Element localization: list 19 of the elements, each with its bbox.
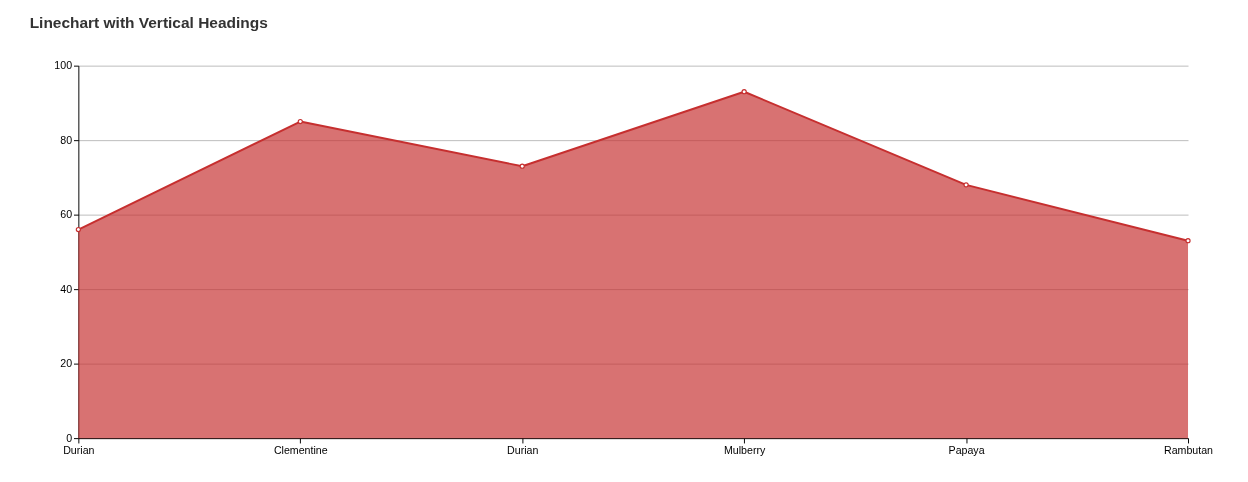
x-tick-label: Rambutan (1163, 444, 1214, 457)
point (1185, 238, 1191, 244)
x-tick-label: Durian (63, 444, 95, 457)
x-tick-label: Papaya (948, 444, 985, 457)
chart-title: Linechart with Vertical Headings (29, 13, 268, 31)
x-tick-label: Clementine (273, 444, 328, 457)
point (519, 163, 525, 169)
x-tick-label: Mulberry (723, 444, 766, 457)
y-tick-label: 0 (66, 431, 73, 444)
point (297, 118, 303, 125)
y-tick-label: 80 (60, 133, 73, 146)
point (741, 89, 747, 95)
point (75, 226, 81, 233)
point (963, 182, 969, 188)
y-tick-label: 20 (60, 357, 73, 370)
y-tick-label: 100 (54, 59, 73, 72)
y-tick-label: 40 (60, 282, 73, 295)
x-tick-label: Durian (507, 444, 539, 457)
y-tick-label: 60 (60, 208, 73, 221)
